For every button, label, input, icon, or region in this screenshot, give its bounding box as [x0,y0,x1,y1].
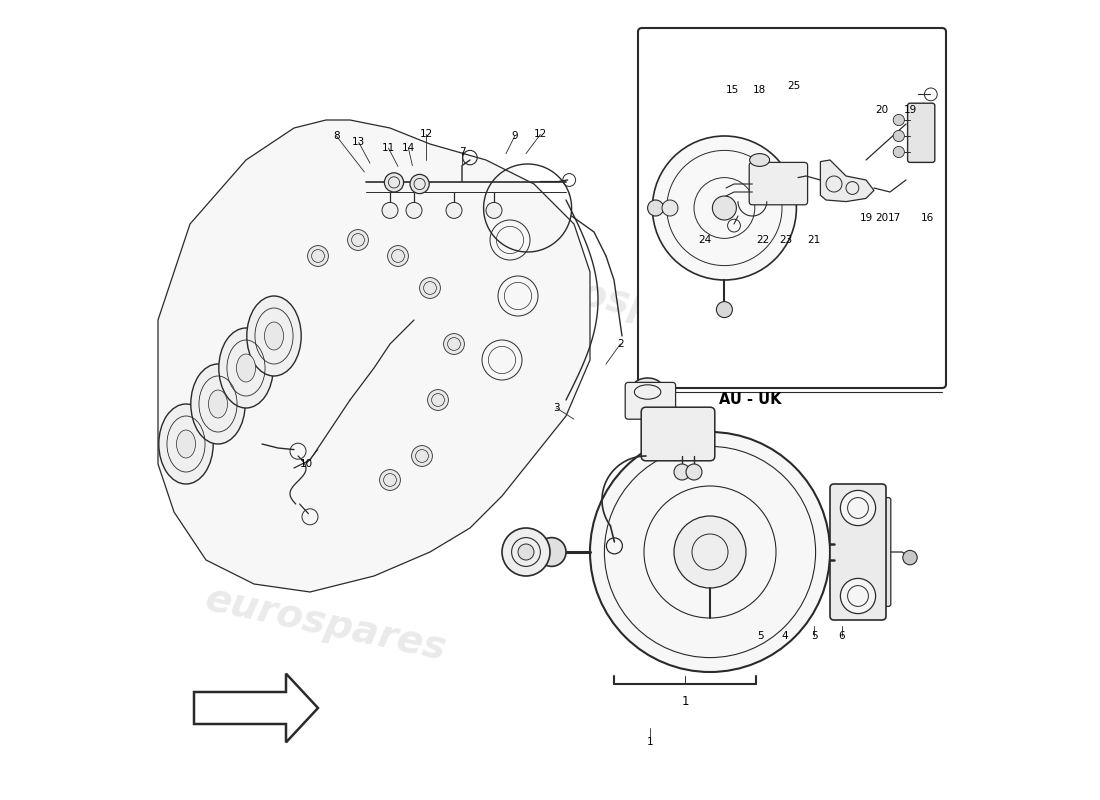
Circle shape [840,490,876,526]
FancyBboxPatch shape [625,382,675,419]
Text: 3: 3 [553,403,560,413]
Text: 14: 14 [402,143,415,153]
Ellipse shape [264,322,284,350]
Text: 2: 2 [617,339,624,349]
Circle shape [716,302,733,318]
FancyBboxPatch shape [749,162,807,205]
Text: 12: 12 [534,130,547,139]
Text: 6: 6 [838,631,845,641]
Text: 8: 8 [333,131,340,141]
Text: eurospares: eurospares [202,580,450,668]
Ellipse shape [236,354,255,382]
Circle shape [486,202,502,218]
Text: 4: 4 [782,631,789,641]
Circle shape [446,202,462,218]
Text: 25: 25 [788,81,801,90]
Ellipse shape [209,390,228,418]
Circle shape [384,173,404,192]
Circle shape [406,202,422,218]
Circle shape [713,196,736,220]
Ellipse shape [219,328,273,408]
Circle shape [308,246,329,266]
Ellipse shape [632,378,663,398]
Circle shape [387,246,408,266]
Circle shape [903,550,917,565]
Circle shape [648,200,663,216]
Text: 19: 19 [903,106,916,115]
Text: 24: 24 [697,235,711,245]
Text: 12: 12 [419,130,432,139]
Text: 15: 15 [726,86,739,95]
Circle shape [893,130,904,142]
Text: 5: 5 [757,631,763,641]
Text: 16: 16 [921,213,934,222]
Text: 13: 13 [352,138,365,147]
Text: 10: 10 [299,459,312,469]
Circle shape [518,544,534,560]
Circle shape [652,136,796,280]
FancyBboxPatch shape [830,484,886,620]
Text: 11: 11 [382,143,395,153]
Circle shape [674,516,746,588]
Circle shape [443,334,464,354]
Text: eurospares: eurospares [506,260,755,348]
Ellipse shape [246,296,301,376]
Ellipse shape [158,404,213,484]
Text: 20: 20 [876,106,889,115]
Ellipse shape [176,430,196,458]
Circle shape [502,528,550,576]
Polygon shape [158,120,590,592]
Circle shape [382,202,398,218]
Polygon shape [821,160,875,202]
FancyBboxPatch shape [908,103,935,162]
Text: 20: 20 [876,213,889,222]
FancyBboxPatch shape [638,28,946,388]
Circle shape [893,146,904,158]
Circle shape [428,390,449,410]
Ellipse shape [190,364,245,444]
FancyBboxPatch shape [641,407,715,461]
Circle shape [348,230,369,250]
Text: 9: 9 [512,131,518,141]
Text: 18: 18 [754,86,767,95]
Circle shape [411,446,432,466]
Circle shape [419,278,440,298]
Text: 17: 17 [888,213,901,222]
Circle shape [662,200,678,216]
Text: 22: 22 [756,235,769,245]
Circle shape [840,578,876,614]
Circle shape [379,470,400,490]
Text: AU - UK: AU - UK [718,393,781,407]
Text: eurospares: eurospares [202,260,450,348]
Circle shape [674,464,690,480]
Circle shape [686,464,702,480]
Ellipse shape [749,154,770,166]
FancyBboxPatch shape [848,498,891,606]
Text: 21: 21 [807,235,821,245]
Text: 1: 1 [682,695,689,708]
Circle shape [537,538,566,566]
Text: 7: 7 [459,147,465,157]
Polygon shape [194,674,318,742]
Text: 19: 19 [859,213,872,222]
Text: 1: 1 [647,738,653,747]
Text: 5: 5 [811,631,817,641]
Circle shape [410,174,429,194]
Text: 23: 23 [780,235,793,245]
Circle shape [590,432,830,672]
Circle shape [893,114,904,126]
